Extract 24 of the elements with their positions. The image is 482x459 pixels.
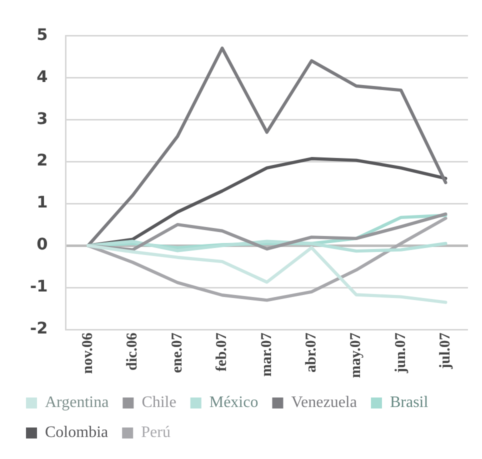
- y-tick-label: 1: [36, 192, 48, 212]
- legend-label: Argentina: [45, 394, 109, 412]
- y-tick-label: 2: [36, 150, 48, 170]
- y-tick-label: 4: [36, 66, 48, 86]
- legend-label: México: [209, 394, 258, 412]
- x-tick-label: jul.07: [438, 332, 454, 370]
- y-tick-label: 3: [36, 108, 48, 128]
- legend-label: Colombia: [45, 424, 108, 442]
- legend-label: Venezuela: [291, 394, 357, 412]
- x-tick-label: abr.07: [303, 332, 320, 372]
- y-tick-label: 0: [36, 234, 48, 254]
- y-tick-label: -2: [30, 318, 48, 338]
- y-tick-label: -1: [30, 276, 48, 296]
- x-tick-label: ene.07: [169, 332, 186, 374]
- x-tick-label: feb.07: [214, 332, 230, 372]
- x-tick-label: jun.07: [392, 332, 409, 374]
- x-tick-label: may.07: [348, 332, 364, 378]
- legend-label: Brasil: [390, 394, 429, 412]
- legend-label: Perú: [141, 424, 170, 442]
- x-tick-label: mar.07: [258, 332, 275, 377]
- x-tick-label: nov.06: [80, 332, 96, 374]
- y-tick-label: 5: [36, 24, 48, 44]
- x-tick-label: dic.06: [124, 332, 141, 371]
- legend-label: Chile: [142, 394, 176, 412]
